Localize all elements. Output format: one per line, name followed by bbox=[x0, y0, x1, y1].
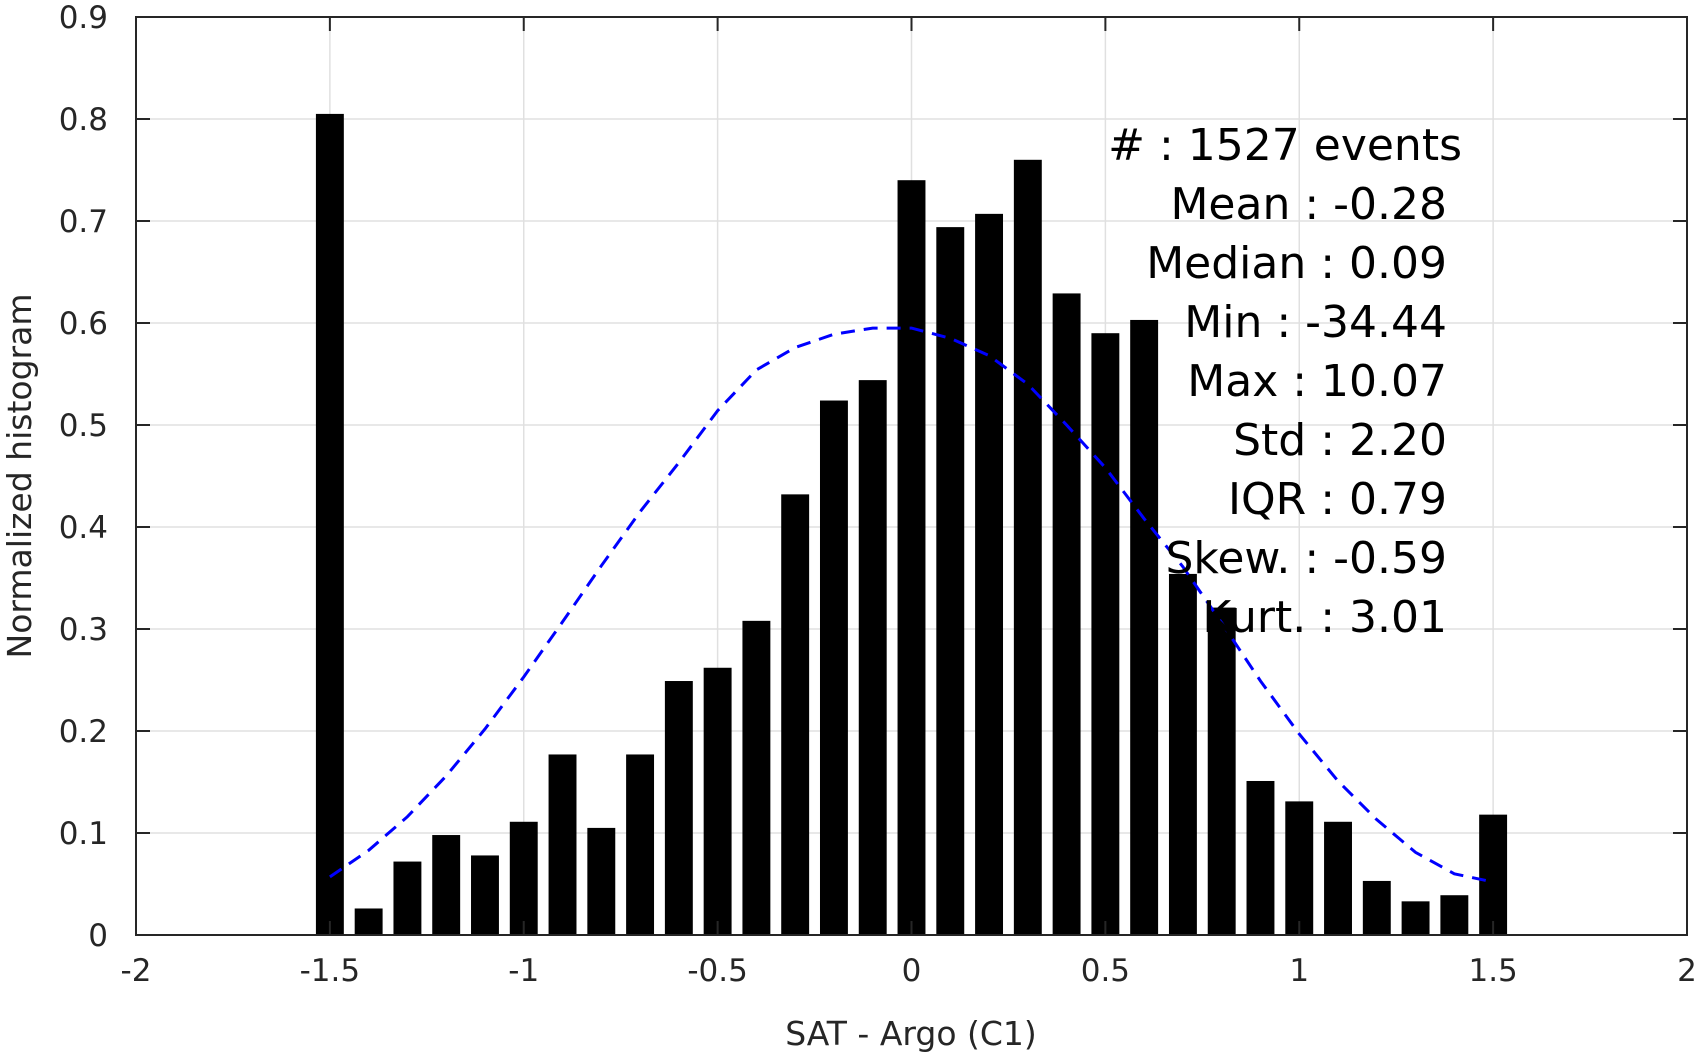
stats-line: # : 1527 events bbox=[1108, 120, 1462, 171]
histogram-bar bbox=[781, 494, 810, 935]
histogram-bar bbox=[1324, 821, 1352, 935]
histogram-bar bbox=[664, 681, 693, 935]
y-tick-labels: 0 0.1 0.2 0.3 0.4 0.5 0.6 0.7 0.8 0.9 bbox=[59, 0, 108, 954]
histogram-bar bbox=[1401, 901, 1430, 935]
y-tick-label: 0.9 bbox=[59, 0, 108, 36]
y-tick-label: 0.2 bbox=[59, 714, 108, 750]
stats-line: IQR : 0.79 bbox=[1228, 474, 1447, 525]
x-tick-label: 0.5 bbox=[1081, 953, 1130, 989]
histogram-bar bbox=[1207, 607, 1236, 935]
histogram-bar bbox=[1479, 814, 1508, 935]
histogram-bar bbox=[587, 827, 616, 935]
histogram-bars bbox=[315, 113, 1508, 936]
histogram-bar bbox=[626, 754, 655, 935]
x-tick-label: 1 bbox=[1289, 953, 1309, 989]
y-axis-label: Normalized histogram bbox=[0, 294, 39, 659]
x-axis-label: SAT - Argo (C1) bbox=[785, 1014, 1037, 1053]
normal-fit-curve bbox=[329, 326, 1494, 884]
histogram-bar bbox=[315, 113, 344, 935]
histogram-bar bbox=[1052, 293, 1081, 935]
histogram-bar bbox=[548, 754, 577, 935]
histogram-bar bbox=[509, 821, 538, 935]
histogram-bar bbox=[703, 667, 732, 935]
x-tick-label: -2 bbox=[121, 953, 152, 989]
stats-line: Median : 0.09 bbox=[1146, 238, 1447, 289]
histogram-bar bbox=[1013, 159, 1042, 936]
y-tick-label: 0.4 bbox=[59, 510, 108, 546]
histogram-bar bbox=[819, 400, 848, 935]
stats-line: Skew. : -0.59 bbox=[1166, 533, 1448, 584]
x-tick-label: -1 bbox=[508, 953, 539, 989]
histogram-bar bbox=[432, 835, 461, 935]
stats-line: Kurt. : 3.01 bbox=[1202, 592, 1447, 643]
histogram-bar bbox=[897, 180, 926, 935]
histogram-bar bbox=[471, 855, 499, 935]
x-tick-labels: -2 -1.5 -1 -0.5 0 0.5 1 1.5 2 bbox=[121, 953, 1697, 989]
axes-box bbox=[135, 16, 1688, 936]
y-tick-label: 0.5 bbox=[59, 408, 108, 444]
stats-line: Max : 10.07 bbox=[1187, 356, 1447, 407]
histogram-bar bbox=[1246, 780, 1275, 935]
y-tick-label: 0.6 bbox=[59, 306, 108, 342]
y-tick-label: 0.7 bbox=[59, 204, 108, 240]
histogram-bar bbox=[1168, 573, 1197, 935]
histogram-bar bbox=[936, 227, 965, 935]
stats-line: Std : 2.20 bbox=[1233, 415, 1447, 466]
histogram-bar bbox=[1285, 801, 1314, 935]
x-tick-label: -0.5 bbox=[687, 953, 748, 989]
x-tick-label: 0 bbox=[902, 953, 922, 989]
histogram-bar bbox=[975, 213, 1004, 936]
stats-line: Mean : -0.28 bbox=[1170, 179, 1447, 230]
histogram-bar bbox=[354, 908, 383, 935]
histogram-bar bbox=[1130, 319, 1159, 935]
histogram-bar bbox=[1362, 880, 1391, 935]
statistics-annotation: # : 1527 events Mean : -0.28 Median : 0.09… bbox=[1108, 120, 1462, 643]
x-tick-label: 2 bbox=[1677, 953, 1697, 989]
histogram-bar bbox=[393, 861, 422, 935]
histogram-bar bbox=[1440, 895, 1469, 935]
y-tick-label: 0.8 bbox=[59, 102, 108, 138]
y-tick-label: 0.3 bbox=[59, 612, 108, 648]
histogram-bar bbox=[858, 380, 887, 935]
histogram-bar bbox=[1091, 333, 1120, 935]
stats-line: Min : -34.44 bbox=[1184, 297, 1447, 348]
histogram-bar bbox=[742, 620, 771, 935]
y-tick-label: 0 bbox=[88, 918, 108, 954]
y-tick-label: 0.1 bbox=[59, 816, 108, 852]
x-tick-label: 1.5 bbox=[1468, 953, 1517, 989]
x-tick-label: -1.5 bbox=[300, 953, 361, 989]
